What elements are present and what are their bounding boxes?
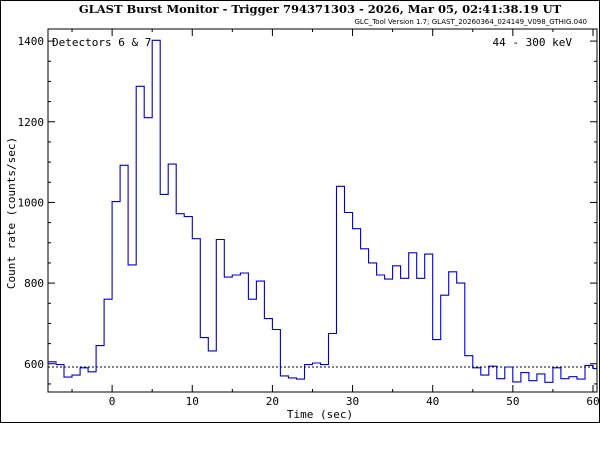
y-axis: 600 800 1000 1200 1400	[18, 35, 597, 385]
x-axis: 0 10 20 30 40 50 60	[71, 29, 600, 408]
page-border	[0, 0, 600, 423]
plot-frame	[47, 28, 598, 393]
x-tick-label: 60	[586, 395, 599, 408]
x-axis-label: Time (sec)	[287, 408, 353, 421]
detectors-annotation: Detectors 6 & 7	[52, 36, 151, 49]
x-tick-label: 30	[346, 395, 359, 408]
chart-header-title: GLAST Burst Monitor - Trigger 794371303 …	[79, 2, 562, 16]
count-rate-step-series	[48, 39, 597, 383]
x-tick-label: 10	[186, 395, 199, 408]
y-axis-label: Count rate (counts/sec)	[5, 137, 18, 289]
y-tick-label: 600	[24, 358, 44, 371]
x-tick-label: 50	[506, 395, 519, 408]
software-version-label: GLC_Tool Version 1.7; GLAST_20260364_024…	[355, 18, 588, 26]
x-tick-label: 40	[426, 395, 439, 408]
y-tick-label: 1200	[18, 116, 45, 129]
y-tick-label: 800	[24, 277, 44, 290]
x-tick-label: 0	[109, 395, 116, 408]
energy-range-annotation: 44 - 300 keV	[493, 36, 573, 49]
y-tick-label: 1400	[18, 35, 45, 48]
x-tick-label: 20	[266, 395, 279, 408]
y-tick-label: 1000	[18, 196, 45, 209]
